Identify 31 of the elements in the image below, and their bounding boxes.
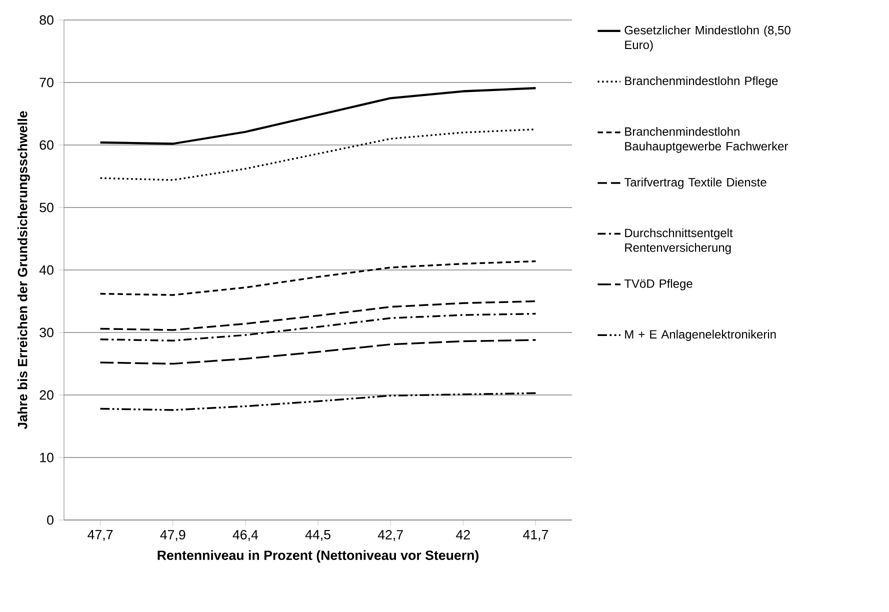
y-tick-label: 40 [39,265,54,275]
x-tick-label: 42,7 [378,530,403,542]
x-tick-label: 42 [456,530,470,540]
legend-label: M + E Anlagenelektronikerin [625,330,776,341]
x-axis-title: Rentenniveau in Prozent (Nettoniveau vor Steuern) [158,550,478,563]
legend-label: Durchschnittsentgelt Rentenversicherung [625,228,733,254]
line-series [99,300,537,331]
x-tick-label: 44,5 [305,530,330,541]
line-series [99,339,537,365]
y-tick-label: 70 [40,78,54,88]
legend-label: Branchenmindestlohn Bauhauptgewerbe Fachwerker [625,126,788,153]
y-tick-label: 10 [40,452,54,462]
y-tick-label: 0 [47,515,54,525]
x-tick-label: 46,4 [232,530,258,542]
legend-label: Branchenmindestlohn Pflege [625,76,778,88]
x-tick-label: 47,9 [160,530,186,542]
y-tick-label: 20 [40,390,54,400]
x-tick-label: 41,7 [523,530,548,541]
y-axis-title: Jahre bis Erreichen der Grundsicherungsschwelle [17,111,30,430]
y-tick-label: 30 [40,328,54,338]
y-tick-label: 50 [40,202,54,212]
line-series [99,87,537,145]
legend-label: Tarifvertrag Textile Dienste [624,178,766,189]
line-series [99,260,537,296]
y-tick-label: 60 [40,140,54,150]
x-tick-label: 47,7 [88,530,113,541]
line-series [99,312,537,342]
line-series [99,392,537,411]
legend-label: TVöD Pflege [624,279,692,290]
y-tick-label: 80 [40,15,54,25]
legend-label: Gesetzlicher Mindestlohn (8,50 Euro) [624,26,790,52]
